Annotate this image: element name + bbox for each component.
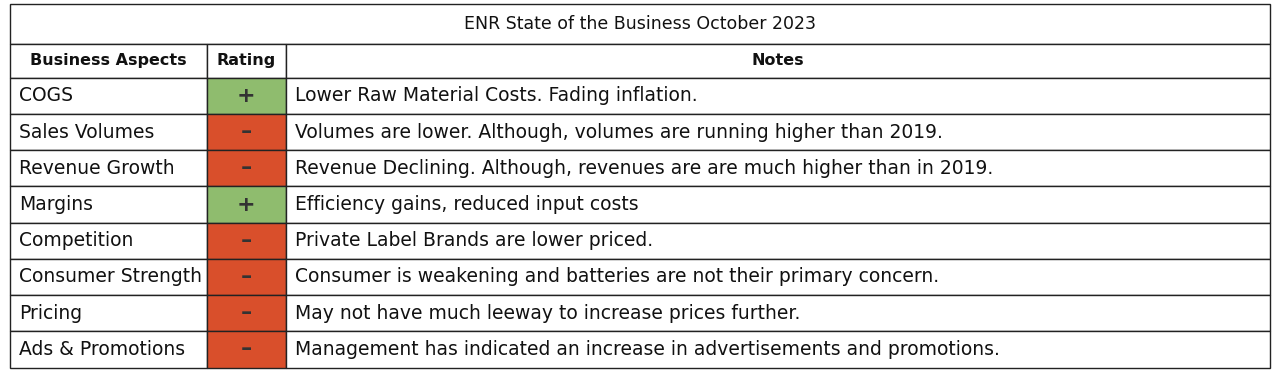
Bar: [285, 186, 1270, 223]
Bar: [10, 259, 207, 295]
Bar: [207, 44, 285, 78]
Text: –: –: [241, 158, 252, 178]
Bar: [10, 78, 207, 114]
Bar: [10, 223, 207, 259]
Bar: [207, 223, 285, 259]
Bar: [10, 150, 207, 186]
Bar: [10, 331, 207, 368]
Text: Consumer is weakening and batteries are not their primary concern.: Consumer is weakening and batteries are …: [294, 267, 940, 286]
Text: Management has indicated an increase in advertisements and promotions.: Management has indicated an increase in …: [294, 340, 1000, 359]
Text: Rating: Rating: [216, 53, 276, 68]
Text: –: –: [241, 122, 252, 142]
Text: Ads & Promotions: Ads & Promotions: [19, 340, 186, 359]
Bar: [207, 295, 285, 331]
Text: +: +: [237, 86, 256, 106]
Bar: [285, 223, 1270, 259]
Text: Business Aspects: Business Aspects: [31, 53, 187, 68]
Text: Revenue Declining. Although, revenues are are much higher than in 2019.: Revenue Declining. Although, revenues ar…: [294, 159, 993, 178]
Text: Private Label Brands are lower priced.: Private Label Brands are lower priced.: [294, 231, 653, 250]
Text: Lower Raw Material Costs. Fading inflation.: Lower Raw Material Costs. Fading inflati…: [294, 86, 698, 105]
Bar: [207, 150, 285, 186]
Text: Efficiency gains, reduced input costs: Efficiency gains, reduced input costs: [294, 195, 639, 214]
Bar: [207, 186, 285, 223]
Text: ENR State of the Business October 2023: ENR State of the Business October 2023: [465, 15, 817, 33]
Text: –: –: [241, 339, 252, 359]
Text: Pricing: Pricing: [19, 304, 82, 323]
Text: May not have much leeway to increase prices further.: May not have much leeway to increase pri…: [294, 304, 800, 323]
Text: –: –: [241, 267, 252, 287]
Text: Sales Volumes: Sales Volumes: [19, 123, 155, 142]
Bar: [285, 295, 1270, 331]
Bar: [10, 186, 207, 223]
Text: Competition: Competition: [19, 231, 133, 250]
Bar: [285, 331, 1270, 368]
Bar: [207, 331, 285, 368]
Bar: [285, 44, 1270, 78]
Bar: [10, 4, 1270, 44]
Bar: [285, 114, 1270, 150]
Text: +: +: [237, 195, 256, 215]
Bar: [285, 150, 1270, 186]
Bar: [207, 114, 285, 150]
Text: Consumer Strength: Consumer Strength: [19, 267, 202, 286]
Text: –: –: [241, 231, 252, 251]
Text: –: –: [241, 303, 252, 323]
Bar: [207, 78, 285, 114]
Bar: [207, 259, 285, 295]
Bar: [10, 114, 207, 150]
Bar: [285, 259, 1270, 295]
Text: Margins: Margins: [19, 195, 93, 214]
Text: Notes: Notes: [751, 53, 804, 68]
Bar: [285, 78, 1270, 114]
Text: Volumes are lower. Although, volumes are running higher than 2019.: Volumes are lower. Although, volumes are…: [294, 123, 943, 142]
Text: COGS: COGS: [19, 86, 73, 105]
Bar: [10, 295, 207, 331]
Text: Revenue Growth: Revenue Growth: [19, 159, 175, 178]
Bar: [10, 44, 207, 78]
